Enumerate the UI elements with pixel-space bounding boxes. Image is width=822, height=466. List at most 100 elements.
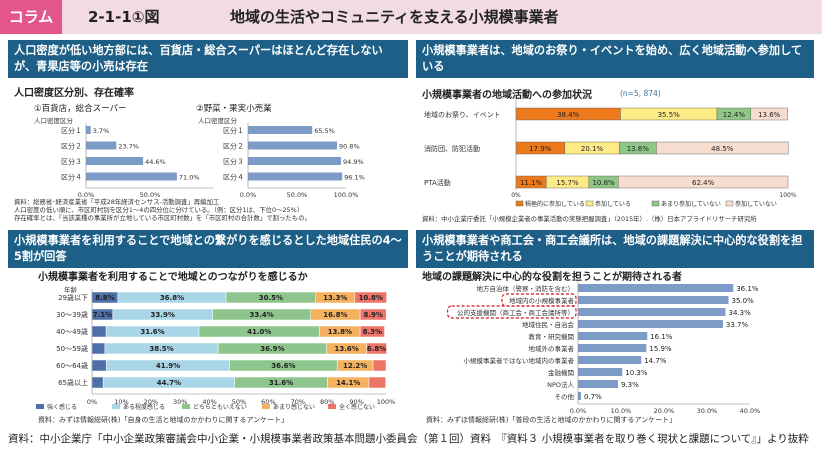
bar-segment (750, 107, 788, 121)
panel-subtitle: 小規模事業者の地域活動への参加状況 (422, 90, 592, 101)
bar-segment (656, 141, 789, 155)
axis-title-age: 年齢 (64, 286, 77, 294)
legend-label: あまり参加していない (661, 200, 721, 208)
bar-segment (620, 107, 718, 121)
bar-segment (716, 107, 751, 121)
category-label: 50～59歳 (56, 344, 88, 353)
panel-population-density: 人口密度が低い地方部には、百貨店・総合スーパーはほとんど存在しないが、青果店等の… (8, 40, 408, 226)
data-label: 35.0% (732, 297, 755, 305)
legend-swatch (725, 200, 734, 207)
panel-heading: 小規模事業者を利用することで地域との繋がりを感じるとした地域住民の4～5割が回答 (8, 230, 408, 268)
legend-label: 参加している (595, 200, 631, 208)
panel-subtitle: 地域の課題解決に中心的な役割を担うことが期待される者 (422, 272, 682, 283)
bar (578, 296, 729, 304)
chart-label-grocery: ②野菜・果実小売業 (196, 104, 272, 114)
legend-swatch (515, 200, 524, 207)
bar (86, 172, 177, 181)
panel-heading: 小規模事業者や商工会・商工会議所は、地域の課題解決に中心的な役割を担うことが期待… (416, 230, 814, 268)
data-label: 8.9% (364, 311, 383, 319)
data-label: 34.3% (728, 309, 751, 317)
bar-segment (336, 359, 374, 372)
bar (248, 172, 343, 181)
category-label: 地域外の事業者 (529, 344, 575, 353)
bar (86, 157, 144, 165)
bar-segment (359, 308, 387, 321)
tick-label: 70% (291, 398, 305, 406)
data-label: 13.6% (758, 111, 781, 119)
data-label: 31.6% (140, 328, 164, 336)
data-label: 13.6% (334, 345, 358, 353)
data-label: 44.7% (157, 379, 181, 387)
bar-segment (319, 325, 361, 338)
category-label: 65歳以上 (58, 378, 88, 387)
bar-segment (91, 376, 104, 389)
bar-segment (91, 291, 119, 304)
note-line-2: 人口密度の低い順に、市区町村別を区分1～4の四分位に分けている。（例：区分1は、… (14, 206, 304, 214)
tick-label: 50.0% (287, 191, 308, 199)
data-label: 96.1% (344, 174, 365, 182)
data-label: 48.5% (711, 145, 734, 153)
data-label: 35.5% (658, 111, 681, 119)
bar-segment (515, 175, 547, 189)
tick-label: 10% (114, 398, 128, 406)
bar-segment (106, 359, 230, 372)
note-line-3: 存在確率とは、「当該業種の事業所が立地している市区町村数」を「市区町村の合計数」… (14, 214, 311, 222)
legend-swatch (585, 200, 594, 207)
bar-segment (91, 325, 107, 338)
bar-segment (326, 342, 367, 355)
category-label: 区分３ (61, 157, 82, 166)
bar-segment (102, 376, 235, 389)
data-label: 15.7% (556, 179, 579, 187)
category-label: 金融機関 (548, 368, 574, 377)
data-label: 33.4% (249, 311, 273, 319)
data-label: 13.6% (627, 145, 650, 153)
category-label: 教育・研究機関 (529, 332, 575, 341)
panel-heading: 人口密度が低い地方部には、百貨店・総合スーパーはほとんど存在しないが、青果店等の… (8, 40, 408, 78)
data-label: 8.3% (363, 328, 382, 336)
sample-size: (n=5, 874) (620, 89, 661, 98)
legend-label: ある程度感じる (123, 403, 165, 411)
data-label: 11.1% (520, 179, 543, 187)
bar-segment (212, 308, 311, 321)
source-citation: 資料：中小企業庁「中小企業政策審議会中小企業・小規模事業者政策基本問題小委員会（… (8, 433, 809, 445)
bar-segment (234, 376, 328, 389)
category-label: 区分３ (223, 157, 244, 166)
bar-segment (372, 359, 387, 372)
data-label: 12.2% (343, 362, 367, 370)
category-label: 60～64歳 (56, 361, 88, 370)
panel-subtitle: 小規模事業者を利用することで地域とのつながりを感じるか (38, 272, 308, 283)
data-label: 17.9% (529, 145, 552, 153)
category-label: 地方自治体（警察・消防を含む） (477, 284, 575, 293)
tick-label: 90% (349, 398, 363, 406)
highlight-box (501, 293, 577, 307)
category-label: 公的支援機関（商工会・商工会議所等） (457, 308, 574, 317)
bar-segment (91, 342, 106, 355)
figure-number: 2-1-1①図 (88, 8, 160, 26)
category-label: 40～49歳 (56, 327, 88, 336)
legend-swatch (328, 404, 336, 409)
category-label: その他 (555, 392, 575, 401)
legend-swatch (36, 404, 44, 409)
bar-segment (225, 291, 316, 304)
data-label: 13.3% (323, 294, 347, 302)
data-label: 14.1% (336, 379, 360, 387)
category-label: 区分２ (61, 142, 82, 151)
data-label: 3.7% (93, 127, 110, 135)
note-line-1: 資料：総務省･経済産業省「平成28年経済センサス-活動調査」再編加工 (14, 198, 220, 206)
bar-segment (564, 141, 620, 155)
data-label: 38.5% (149, 345, 173, 353)
category-label: PTA活動 (424, 178, 451, 187)
data-label: 10.8% (592, 179, 615, 187)
bar-segment (315, 291, 356, 304)
data-label: 10.3% (625, 369, 648, 377)
tick-label: 10.0% (611, 407, 632, 415)
bar-segment (618, 175, 789, 189)
data-label: 7.1% (93, 311, 112, 319)
tick-label: 60% (261, 398, 275, 406)
tick-label: 20.0% (654, 407, 675, 415)
bar-segment (368, 376, 386, 389)
tick-label: 30% (173, 398, 187, 406)
data-label: 36.6% (271, 362, 295, 370)
bar (248, 141, 337, 150)
data-label: 16.1% (650, 333, 673, 341)
